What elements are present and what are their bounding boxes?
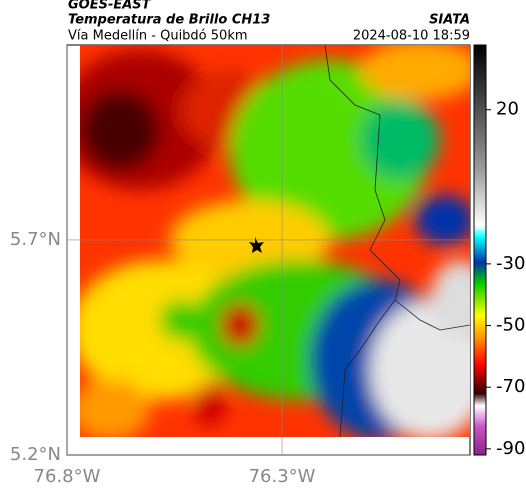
colorbar xyxy=(473,44,487,456)
title: Temperatura de Brillo CH13 xyxy=(68,13,270,28)
colorbar-tick-label: -90 xyxy=(496,438,525,459)
lat-tick-label: 5.2°N xyxy=(10,444,61,465)
satellite-image xyxy=(80,45,470,437)
station-marker xyxy=(249,237,264,253)
brand: SIATA xyxy=(429,13,470,28)
colorbar-tick-label: -30 xyxy=(496,253,525,274)
lat-tick-label: 5.7°N xyxy=(10,229,61,250)
boundary xyxy=(394,299,470,331)
timestamp: 2024-08-10 18:59 xyxy=(353,29,470,44)
boundary xyxy=(324,45,401,437)
lon-tick-label: 76.8°W xyxy=(34,466,101,487)
colorbar-tick-label: -50 xyxy=(496,315,525,336)
lon-tick-label: 76.3°W xyxy=(249,466,316,487)
axis-ticks: 5.7°N 5.2°N76.8°W 76.3°W 20 -30 -50 -70 -90 xyxy=(10,45,525,487)
subtitle: Vía Medellín - Quibdó 50km xyxy=(68,29,248,44)
source: GOES-EAST xyxy=(68,0,152,13)
colorbar-tick-label: 20 xyxy=(496,99,519,120)
colorbar-tick-label: -70 xyxy=(496,376,525,397)
